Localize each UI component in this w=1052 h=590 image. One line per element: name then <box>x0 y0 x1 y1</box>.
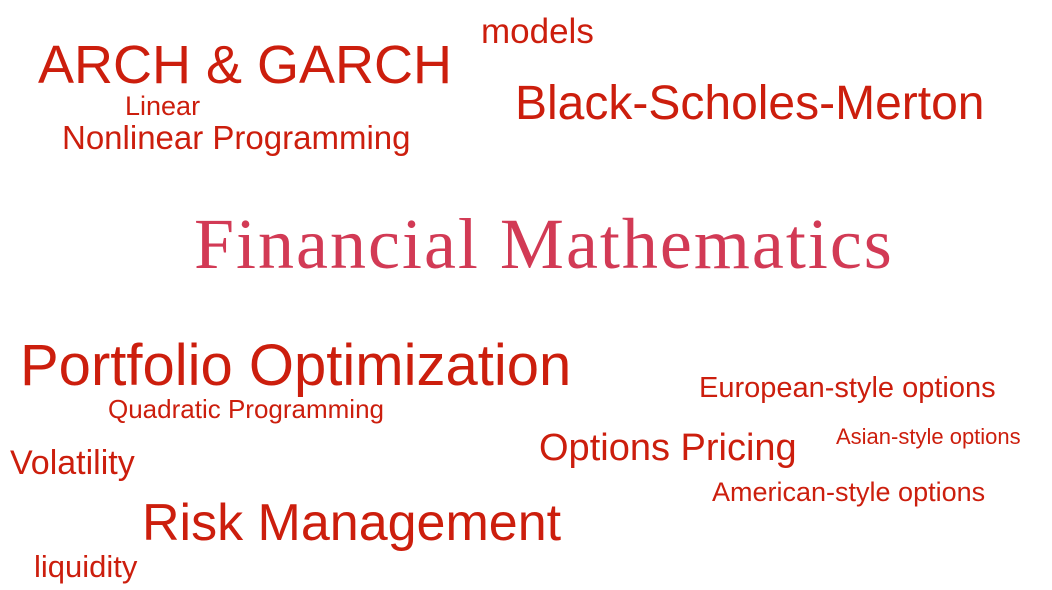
word-risk-management: Risk Management <box>142 494 562 552</box>
word-black-scholes-merton: Black-Scholes-Merton <box>515 77 985 130</box>
word-arch-garch: ARCH & GARCH <box>38 35 453 95</box>
word-models: models <box>481 12 594 51</box>
word-european-style-options: European-style options <box>699 372 996 404</box>
word-portfolio-optimization: Portfolio Optimization <box>20 333 572 398</box>
word-nonlinear-programming: Nonlinear Programming <box>62 119 411 156</box>
word-options-pricing: Options Pricing <box>539 427 797 469</box>
word-volatility: Volatility <box>10 444 135 482</box>
word-asian-style-options: Asian-style options <box>836 424 1021 449</box>
word-american-style-options: American-style options <box>712 477 986 507</box>
word-linear: Linear <box>125 91 201 121</box>
word-liquidity: liquidity <box>34 549 138 584</box>
word-quadratic-programming: Quadratic Programming <box>108 394 384 424</box>
page-title: Financial Mathematics <box>194 204 894 284</box>
